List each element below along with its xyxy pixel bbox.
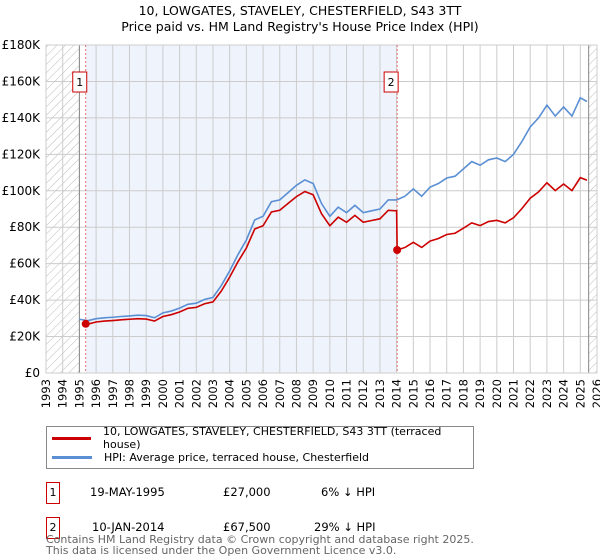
x-tick-label: 2023: [540, 379, 554, 408]
y-tick-label: £100K: [2, 184, 42, 198]
x-tick-label: 1997: [106, 379, 120, 408]
chart-subtitle: Price paid vs. HM Land Registry's House …: [121, 19, 479, 34]
y-tick-label: £160K: [2, 74, 42, 88]
sale-row: 2 10-JAN-2014 £67,500 29% ↓ HPI: [46, 517, 546, 539]
y-tick-label: £120K: [2, 147, 42, 161]
x-tick-label: 2018: [456, 379, 470, 408]
x-tick-label: 2013: [373, 379, 387, 408]
y-tick-label: £20K: [9, 330, 41, 344]
y-tick-label: £80K: [9, 220, 41, 234]
sale-point: [393, 246, 402, 254]
x-tick-label: 2019: [473, 379, 487, 408]
x-tick-label: 2010: [323, 379, 337, 408]
x-tick-label: 2003: [206, 379, 220, 408]
y-tick-label: £0: [25, 366, 40, 380]
x-tick-label: 1998: [122, 379, 136, 408]
footer: Contains HM Land Registry data © Crown c…: [46, 534, 474, 556]
y-tick-label: £180K: [2, 38, 42, 52]
x-tick-label: 1999: [139, 379, 153, 408]
sale-badge: 2: [46, 517, 60, 539]
footer-licence: This data is licensed under the Open Gov…: [46, 544, 397, 557]
sale-row: 1 19-MAY-1995 £27,000 6% ↓ HPI: [46, 482, 546, 504]
x-tick-label: 2006: [256, 379, 270, 408]
x-tick-label: 2008: [289, 379, 303, 408]
sale-price: £67,500: [223, 520, 271, 534]
chart-title: 10, LOWGATES, STAVELEY, CHESTERFIELD, S4…: [138, 3, 462, 18]
sale-price: £27,000: [223, 485, 271, 499]
property-price-line: [85, 176, 588, 325]
legend-item-hpi: HPI: Average price, terraced house, Ches…: [47, 448, 369, 466]
footer-copyright: Contains HM Land Registry data © Crown c…: [46, 533, 474, 546]
hpi-line: [79, 96, 588, 322]
sale-marker-label: 1: [76, 76, 83, 89]
x-tick-label: 2014: [390, 379, 404, 408]
x-tick-label: 1994: [56, 379, 70, 408]
y-tick-label: £60K: [9, 257, 41, 271]
x-tick-label: 2024: [557, 379, 571, 408]
sale-badge: 1: [46, 482, 60, 504]
x-tick-label: 2017: [440, 379, 454, 408]
x-tick-label: 2016: [423, 379, 437, 408]
legend-item-property: 10, LOWGATES, STAVELEY, CHESTERFIELD, S4…: [47, 425, 473, 451]
sale-hpi-diff: 29% ↓ HPI: [314, 520, 376, 534]
sale-date: 19-MAY-1995: [90, 485, 165, 499]
x-tick-label: 2004: [223, 379, 237, 408]
x-tick-label: 2005: [239, 379, 253, 408]
legend-swatch-blue: [52, 455, 92, 459]
sale-point: [81, 319, 90, 328]
x-tick-label: 2000: [156, 379, 170, 408]
y-tick-label: £140K: [2, 111, 42, 125]
price-chart: 1993 1994 1995 1996 1997 1998 1999 2000 2001 2002…: [2, 38, 600, 408]
hatched-region-right: [588, 45, 597, 373]
x-tick-label: 2025: [573, 379, 587, 408]
x-tick-label: 2021: [507, 379, 521, 408]
x-tick-label: 2002: [189, 379, 203, 408]
x-tick-label: 1996: [89, 379, 103, 408]
x-tick-label: 1993: [39, 379, 53, 408]
x-tick-label: 1995: [72, 379, 86, 408]
x-tick-label: 2012: [356, 379, 370, 408]
legend-swatch-red: [52, 436, 92, 440]
x-tick-label: 2022: [523, 379, 537, 408]
x-tick-label: 2015: [406, 379, 420, 408]
sale-date: 10-JAN-2014: [92, 520, 165, 534]
x-tick-label: 2009: [306, 379, 320, 408]
x-tick-label: 2020: [490, 379, 504, 408]
x-tick-label: 2001: [173, 379, 187, 408]
x-tick-label: 2007: [273, 379, 287, 408]
plot-frame: [45, 44, 598, 374]
legend-label: 10, LOWGATES, STAVELEY, CHESTERFIELD, S4…: [103, 425, 442, 451]
sale-marker-box: [383, 71, 399, 93]
chart-legend: 10, LOWGATES, STAVELEY, CHESTERFIELD, S4…: [46, 425, 474, 469]
y-tick-label: £40K: [9, 293, 41, 307]
sale-marker-box: [72, 71, 88, 93]
legend-label: HPI: Average price, terraced house, Ches…: [104, 450, 370, 464]
sale-marker-label: 2: [388, 76, 395, 89]
x-tick-label: 2026: [590, 379, 600, 408]
x-tick-label: 2011: [340, 379, 354, 408]
sale-hpi-diff: 6% ↓ HPI: [321, 485, 376, 499]
